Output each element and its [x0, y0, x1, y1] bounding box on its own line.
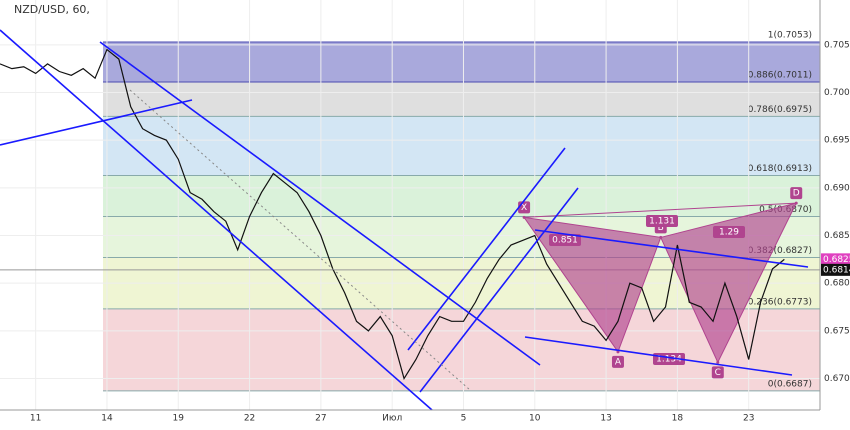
point-label: D: [793, 189, 800, 199]
point-label: C: [715, 368, 721, 378]
grid: [0, 0, 820, 410]
x-tick-label: 13: [600, 414, 611, 424]
pattern-point: [716, 360, 720, 364]
pattern-triangle: [523, 216, 662, 353]
fib-label: 1(0.7053): [768, 30, 812, 40]
trend-lines: [0, 29, 809, 411]
ratio-label: 0.851: [552, 236, 578, 246]
x-tick-label: 18: [672, 414, 684, 424]
x-tick-label: 27: [315, 414, 326, 424]
price-label: 0.6814: [823, 265, 850, 275]
pattern-point: [522, 215, 526, 219]
fib-label: 0.618(0.6913): [748, 164, 812, 174]
x-tick-label: 19: [173, 414, 185, 424]
point-label: B: [658, 223, 664, 233]
fib-band: [103, 175, 820, 217]
ratio-badge: [646, 215, 678, 227]
trend-line: [534, 229, 809, 268]
ratio-label: 1.29: [719, 228, 739, 238]
x-tick-label: 11: [30, 414, 41, 424]
x-tick-label: 10: [529, 414, 541, 424]
fib-label: 0.382(0.6827): [748, 246, 812, 256]
chart-title: NZD/USD, 60,: [14, 3, 90, 16]
x-tick-label: 22: [244, 414, 255, 424]
fib-band: [103, 116, 820, 176]
dotted-line: [129, 89, 471, 391]
trend-line: [0, 99, 193, 146]
fib-label: 0.786(0.6975): [748, 105, 812, 115]
x-tick-label: 23: [743, 414, 754, 424]
fib-label: 0.886(0.7011): [748, 71, 812, 81]
trend-line: [524, 336, 793, 376]
y-tick-label: 0.7050: [824, 40, 850, 50]
ratio-label: 1.134: [656, 355, 682, 365]
plot: [0, 48, 785, 381]
x-tick-label: 5: [461, 414, 467, 424]
point-badge: [611, 355, 624, 368]
point-label: A: [615, 357, 622, 367]
pattern: X A B C D 0.851 1.131 1.29 1.134: [518, 187, 803, 379]
fib-label: 0(0.6687): [768, 379, 812, 389]
point-badge: [790, 187, 803, 200]
channel-line: [99, 41, 541, 366]
ratio-badge: [713, 226, 745, 238]
fib-label: 0.236(0.6773): [748, 297, 812, 307]
channel-line: [0, 29, 433, 411]
x-tick-label: Июл: [382, 414, 402, 424]
pattern-point: [794, 201, 798, 205]
channel-line: [419, 187, 579, 393]
ratio-badge: [549, 234, 581, 246]
point-label: X: [521, 203, 527, 213]
pattern-line: [524, 202, 797, 218]
fib-band: [103, 82, 820, 117]
price-badge: [821, 263, 850, 276]
x-tick-label: 14: [101, 414, 113, 424]
channel-line: [407, 147, 566, 351]
fib-band: [103, 41, 820, 82]
ratio-label: 1.131: [649, 217, 675, 227]
price-badge: [821, 253, 850, 266]
point-badge: [711, 366, 724, 379]
price-line: [0, 48, 785, 381]
price-label: 0.6825: [823, 255, 850, 265]
pattern-point: [659, 235, 663, 239]
